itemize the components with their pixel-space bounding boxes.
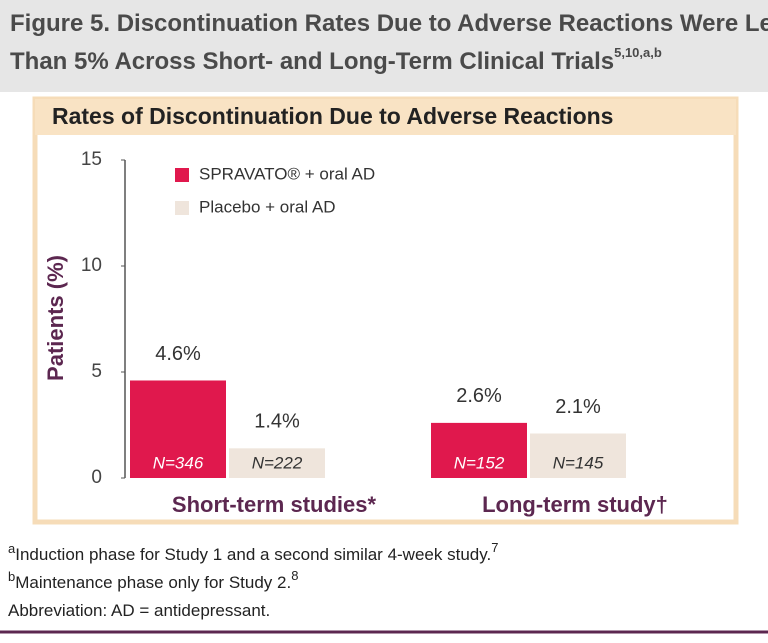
value-label: 2.6%: [456, 385, 502, 407]
x-tick-label: Long-term study†: [482, 492, 668, 517]
n-label: N=145: [553, 453, 604, 472]
chart-title: Than 5% Across Short- and Long-Term Clin…: [10, 45, 662, 75]
footnote: aInduction phase for Study 1 and a secon…: [8, 540, 498, 564]
footnote-text: Induction phase for Study 1 and a second…: [15, 545, 491, 564]
bar: [229, 448, 325, 478]
footnote-text: Maintenance phase only for Study 2.: [15, 573, 291, 592]
chart-title: Figure 5. Discontinuation Rates Due to A…: [10, 10, 768, 37]
footnote-text: Abbreviation: AD = antidepressant.: [8, 601, 270, 620]
footnote-ref: 8: [291, 568, 298, 583]
panel-header: [35, 99, 736, 135]
n-label: N=346: [153, 453, 204, 472]
value-label: 1.4%: [254, 411, 300, 433]
footnote-marker: a: [8, 541, 16, 556]
bar: [431, 422, 527, 478]
y-axis-title: Patients (%): [43, 255, 68, 381]
n-label: N=152: [454, 453, 505, 472]
chart-subtitle: Rates of Discontinuation Due to Adverse …: [52, 103, 613, 129]
footnote-ref: 7: [491, 540, 498, 555]
y-tick-label: 5: [91, 361, 102, 382]
n-label: N=222: [252, 453, 303, 472]
y-tick-label: 15: [81, 149, 102, 170]
legend-label: SPRAVATO® + oral AD: [199, 164, 375, 183]
y-tick-label: 10: [81, 255, 102, 276]
legend-swatch: [175, 201, 189, 215]
value-label: 4.6%: [155, 343, 201, 365]
x-tick-label: Short-term studies*: [172, 492, 377, 517]
legend-swatch: [175, 168, 189, 182]
title-band: [0, 0, 768, 92]
footnote: bMaintenance phase only for Study 2.8: [8, 568, 298, 592]
legend-label: Placebo + oral AD: [199, 197, 336, 216]
footnote-marker: b: [8, 569, 15, 584]
title-line: Than 5% Across Short- and Long-Term Clin…: [10, 48, 614, 75]
bar: [130, 380, 226, 478]
footnote: Abbreviation: AD = antidepressant.: [8, 601, 270, 620]
bar: [530, 433, 626, 478]
title-line: Figure 5. Discontinuation Rates Due to A…: [10, 10, 768, 37]
title-superscript: 5,10,a,b: [614, 45, 662, 60]
value-label: 2.1%: [555, 396, 601, 418]
y-tick-label: 0: [91, 467, 102, 488]
